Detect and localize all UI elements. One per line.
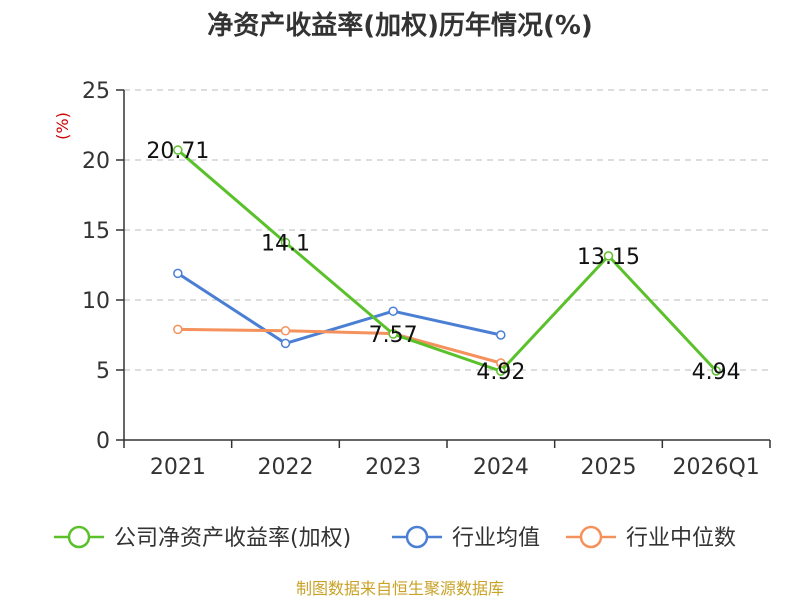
y-tick-label-0: 0 xyxy=(96,429,110,454)
x-tick-label-2024: 2024 xyxy=(473,455,529,480)
series-2-point-0 xyxy=(173,324,183,335)
data-label-2022: 14.1 xyxy=(261,232,310,257)
y-axis-ticks: 0 5 10 15 20 25 xyxy=(82,79,124,454)
y-tick-label-10: 10 xyxy=(82,289,110,314)
series-lines xyxy=(173,145,721,376)
series-0-point-5 xyxy=(711,366,721,376)
series-0-point-3 xyxy=(496,366,506,376)
data-label-2026Q1: 4.94 xyxy=(692,360,741,385)
legend-marker-2 xyxy=(579,525,603,549)
series-0-point-0 xyxy=(173,145,183,155)
series-1-point-2 xyxy=(388,306,398,316)
x-tick-label-2022: 2022 xyxy=(258,455,314,480)
x-tick-label-2023: 2023 xyxy=(365,455,421,480)
source-note: 制图数据来自恒生聚源数据库 xyxy=(296,579,504,598)
series-line-1 xyxy=(177,272,502,345)
x-tick-label-2026Q1: 2026Q1 xyxy=(673,455,760,480)
data-label-2021: 20.71 xyxy=(146,139,209,164)
series-0-point-1 xyxy=(280,237,291,248)
series-1-point-1 xyxy=(280,338,291,349)
x-tick-label-2021: 2021 xyxy=(150,455,206,480)
legend-marker-0 xyxy=(67,525,91,549)
chart-title: 净资产收益率(加权)历年情况(%) xyxy=(207,10,593,41)
y-axis-unit-label: (%) xyxy=(53,112,72,140)
gridlines xyxy=(124,89,770,371)
data-labels: 20.71 14.1 7.57 4.92 13.15 4.94 xyxy=(146,139,740,385)
x-axis-ticks: 2021 2022 2023 2024 2025 2026Q1 xyxy=(123,440,771,480)
x-tick-label-2025: 2025 xyxy=(581,455,637,480)
series-1-point-3 xyxy=(496,330,506,340)
series-0-point-2 xyxy=(388,329,398,339)
y-tick-label-15: 15 xyxy=(82,219,110,244)
series-line-0 xyxy=(176,148,718,373)
series-1-point-0 xyxy=(173,268,183,279)
legend-label-1: 行业均值 xyxy=(452,526,540,551)
data-label-2025: 13.15 xyxy=(577,245,640,270)
legend-label-2: 行业中位数 xyxy=(626,526,736,551)
series-2-point-1 xyxy=(280,326,291,336)
data-label-2023: 7.57 xyxy=(369,323,418,348)
y-tick-label-5: 5 xyxy=(96,359,110,384)
legend: 公司净资产收益率(加权) 行业均值 行业中位数 xyxy=(54,525,736,551)
axes xyxy=(123,90,770,441)
y-tick-label-20: 20 xyxy=(82,149,110,174)
data-label-2024: 4.92 xyxy=(476,360,525,385)
series-0-point-4 xyxy=(603,251,614,261)
legend-marker-1 xyxy=(405,525,429,549)
y-tick-label-25: 25 xyxy=(82,79,110,104)
series-line-2 xyxy=(177,327,502,365)
legend-label-0: 公司净资产收益率(加权) xyxy=(114,526,351,551)
